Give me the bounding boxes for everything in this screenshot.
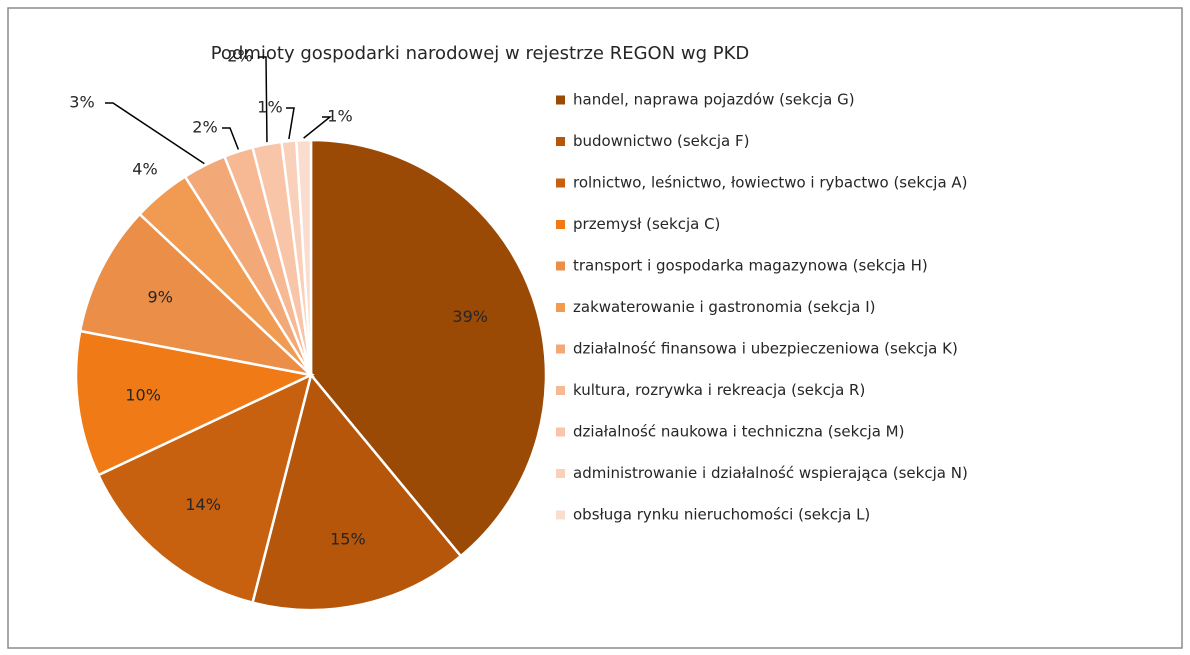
legend-label: handel, naprawa pojazdów (sekcja G) (573, 91, 855, 109)
pie-slice (78, 212, 315, 378)
data-label: 10% (125, 386, 161, 405)
legend-swatch (556, 427, 565, 437)
chart-title: Podmioty gospodarki narodowej w rejestrz… (211, 43, 750, 64)
legend-label: zakwaterowanie i gastronomia (sekcja I) (573, 298, 875, 316)
data-label: 2% (227, 47, 252, 66)
legend-label: administrowanie i działalność wspierając… (573, 464, 968, 482)
data-label: 2% (192, 118, 217, 137)
legend-label: działalność naukowa i techniczna (sekcja… (573, 423, 904, 441)
legend-label: transport i gospodarka magazynowa (sekcj… (573, 257, 928, 275)
data-label: 1% (257, 98, 282, 117)
pie-slice (251, 372, 463, 612)
data-label: 3% (69, 93, 94, 112)
pie-slice (294, 138, 313, 376)
pie-slice (309, 138, 548, 558)
legend-swatch (556, 510, 565, 520)
legend: handel, naprawa pojazdów (sekcja G) budow… (556, 91, 968, 524)
leader-line (258, 56, 268, 143)
legend-swatch (556, 344, 565, 354)
legend-label: obsługa rynku nieruchomości (sekcja L) (573, 506, 870, 524)
legend-label: przemysł (sekcja C) (573, 215, 720, 233)
leader-line (105, 102, 205, 165)
legend-swatch (556, 95, 565, 105)
leader-line (222, 127, 240, 150)
data-label: 15% (330, 530, 366, 549)
data-label: 39% (452, 307, 488, 326)
pie-slice (96, 372, 313, 605)
leader-line (286, 107, 295, 140)
legend-swatch (556, 178, 565, 188)
legend-label: działalność finansowa i ubezpieczeniowa … (573, 340, 958, 358)
legend-swatch (556, 137, 565, 146)
legend-label: rolnictwo, leśnictwo, łowiectwo i rybact… (573, 174, 968, 192)
legend-swatch (556, 261, 565, 271)
legend-swatch (556, 303, 565, 312)
legend-swatch (556, 220, 565, 229)
legend-swatch (556, 469, 565, 478)
legend-swatch (556, 386, 565, 395)
legend-label: budownictwo (sekcja F) (573, 132, 749, 150)
data-label: 1% (327, 107, 352, 126)
data-label: 14% (185, 495, 221, 514)
legend-label: kultura, rozrywka i rekreacja (sekcja R) (573, 381, 865, 399)
leader-line (303, 116, 333, 139)
data-label: 4% (132, 160, 157, 179)
pie-slice (74, 329, 316, 477)
data-label: 9% (148, 288, 173, 307)
